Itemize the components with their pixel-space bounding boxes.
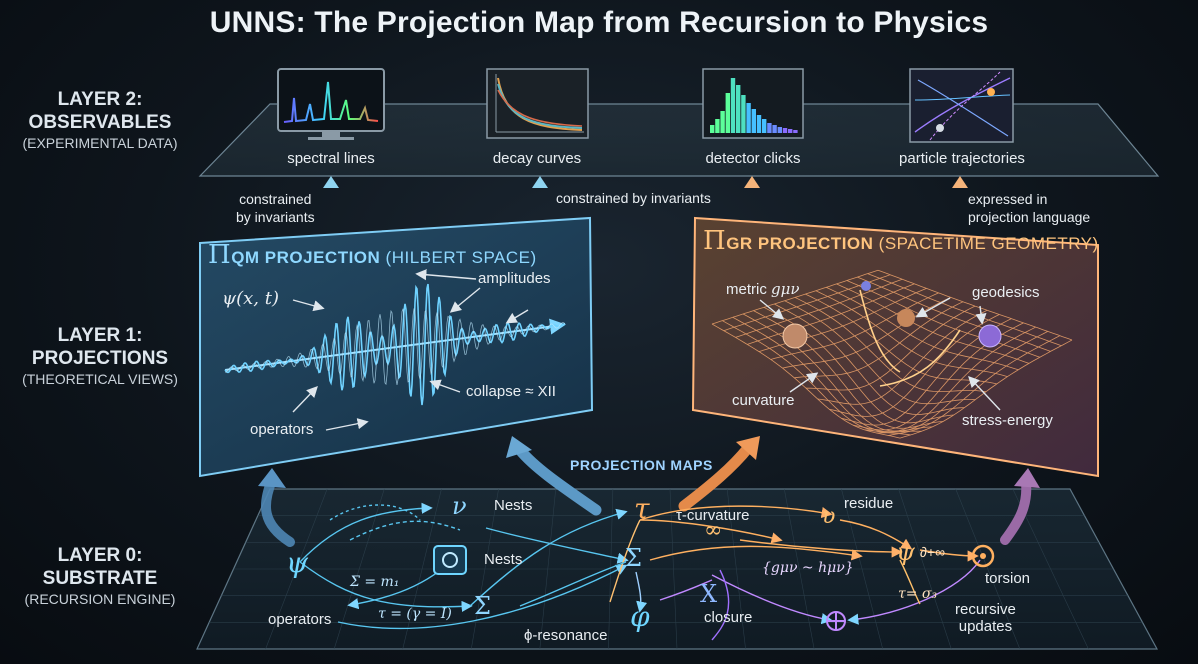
gr-title-main: GR PROJECTION (726, 234, 874, 253)
spectral-lines-thumbnail (277, 68, 385, 140)
observable-detector-clicks: detector clicks (705, 150, 801, 167)
gr-metric-label: metric gμν (726, 280, 800, 298)
substrate-operators: operators (268, 611, 332, 628)
observable-particle-trajectories: particle trajectories (899, 150, 1025, 167)
node-phi: φ (630, 600, 650, 633)
layer-0-sub: (RECURSION ENGINE) (24, 591, 176, 607)
node-sigma-right: Σ (625, 544, 642, 572)
substrate-tau-curvature: τ-curvature (676, 507, 750, 524)
qm-pi-symbol: Π (208, 240, 232, 270)
detector-clicks-thumbnail (702, 68, 804, 139)
gr-panel-title: ΠGR PROJECTION (SPACETIME GEOMETRY) (703, 226, 1099, 256)
gr-metric-symbol: gμν (771, 280, 800, 298)
gr-geodesics-label: geodesics (972, 284, 1040, 301)
node-upsilon: υ (822, 504, 836, 529)
layer-2-name: OBSERVABLES (28, 112, 172, 133)
node-psi-right: ψ (896, 538, 915, 566)
layer-0-number: LAYER 0: (57, 545, 143, 566)
page-title: UNNS: The Projection Map from Recursion … (209, 6, 989, 39)
layer-2-label: LAYER 2: OBSERVABLES (EXPERIMENTAL DATA) (0, 88, 200, 152)
gr-curvature-label: curvature (732, 392, 795, 409)
expressed-line1: expressed in (968, 191, 1048, 207)
expressed-line2: projection language (968, 209, 1091, 225)
substrate-eq-tau-sigma: τ= σ₃ (898, 586, 938, 602)
layer-1-name: PROJECTIONS (31, 348, 169, 369)
particle-trajectories-thumbnail (909, 68, 1014, 143)
constrained-label-left: constrained by invariants (236, 190, 315, 226)
substrate-closure: closure (704, 609, 753, 626)
observable-spectral-lines: spectral lines (287, 150, 375, 167)
qm-panel-title: ΠQM PROJECTION (HILBERT SPACE) (208, 240, 537, 270)
layer-1-sub: (THEORETICAL VIEWS) (22, 371, 178, 387)
expressed-label: expressed in projection language (968, 190, 1090, 226)
constrained-line1: constrained (239, 191, 312, 207)
qm-psi-label: ψ(x, t) (222, 288, 279, 309)
layer-0-label: LAYER 0: SUBSTRATE (RECURSION ENGINE) (0, 544, 200, 608)
substrate-nests-top: Nests (494, 497, 533, 514)
decay-curves-thumbnail (486, 68, 589, 139)
node-infinity: ∞ (704, 518, 723, 543)
substrate-eq-tau: τ = (γ = I) (378, 606, 452, 622)
gr-bodies (782, 281, 1002, 387)
gr-stress-energy-label: stress-energy (962, 412, 1053, 429)
substrate-phi-resonance: ϕ-resonance (524, 627, 608, 644)
substrate-eq-delta: ∂+∞ (920, 544, 946, 560)
constrained-label-center: constrained by invariants (556, 190, 711, 206)
gr-projection-panel (691, 216, 1099, 478)
substrate-node-circles (433, 544, 995, 631)
node-psi: ψ (286, 546, 308, 579)
qm-annotation-arrows (292, 269, 529, 431)
substrate-recursive-updates: recursive updates (955, 601, 1016, 635)
wavefunction-plot (224, 283, 566, 406)
projection-map-arrows (258, 436, 1040, 547)
layer-1-label: LAYER 1: PROJECTIONS (THEORETICAL VIEWS) (0, 324, 200, 388)
observable-decay-curves: decay curves (492, 150, 582, 167)
substrate-eq-sigma: Σ = m₁ (350, 574, 400, 590)
substrate-grid (209, 488, 1143, 650)
qm-operators-label: operators (250, 421, 314, 438)
qm-title-main: QM PROJECTION (231, 248, 381, 267)
layer-2-number: LAYER 2: (57, 89, 143, 110)
layer-2-sub: (EXPERIMENTAL DATA) (22, 135, 178, 151)
qm-title-paren: (HILBERT SPACE) (385, 248, 537, 267)
constrained-line2: by invariants (236, 209, 315, 225)
gr-annotation-arrows (759, 297, 1001, 411)
gr-pi-symbol: Π (703, 226, 727, 256)
gr-metric-text: metric (726, 281, 767, 298)
qm-amplitudes-label: amplitudes (478, 270, 551, 287)
constraint-arrows (323, 176, 968, 260)
node-x: X (700, 580, 718, 608)
recursive-line2: updates (958, 618, 1013, 635)
qm-collapse-label: collapse ≈ XII (466, 383, 556, 400)
layer-0-name: SUBSTRATE (42, 568, 158, 589)
node-nu: ν (452, 492, 467, 520)
substrate-nests-mid: Nests (484, 551, 523, 568)
layer-1-number: LAYER 1: (57, 325, 143, 346)
substrate-residue: residue (844, 495, 894, 512)
recursive-line1: recursive (955, 601, 1016, 618)
substrate-eq-metric: {gμν ~ hμν} (762, 560, 854, 576)
node-sigma-left: Σ (474, 592, 491, 620)
projection-maps-label: PROJECTION MAPS (570, 457, 713, 473)
node-tau: τ (634, 492, 650, 525)
substrate-torsion: torsion (985, 570, 1031, 587)
gr-title-paren: (SPACETIME GEOMETRY) (878, 234, 1099, 253)
